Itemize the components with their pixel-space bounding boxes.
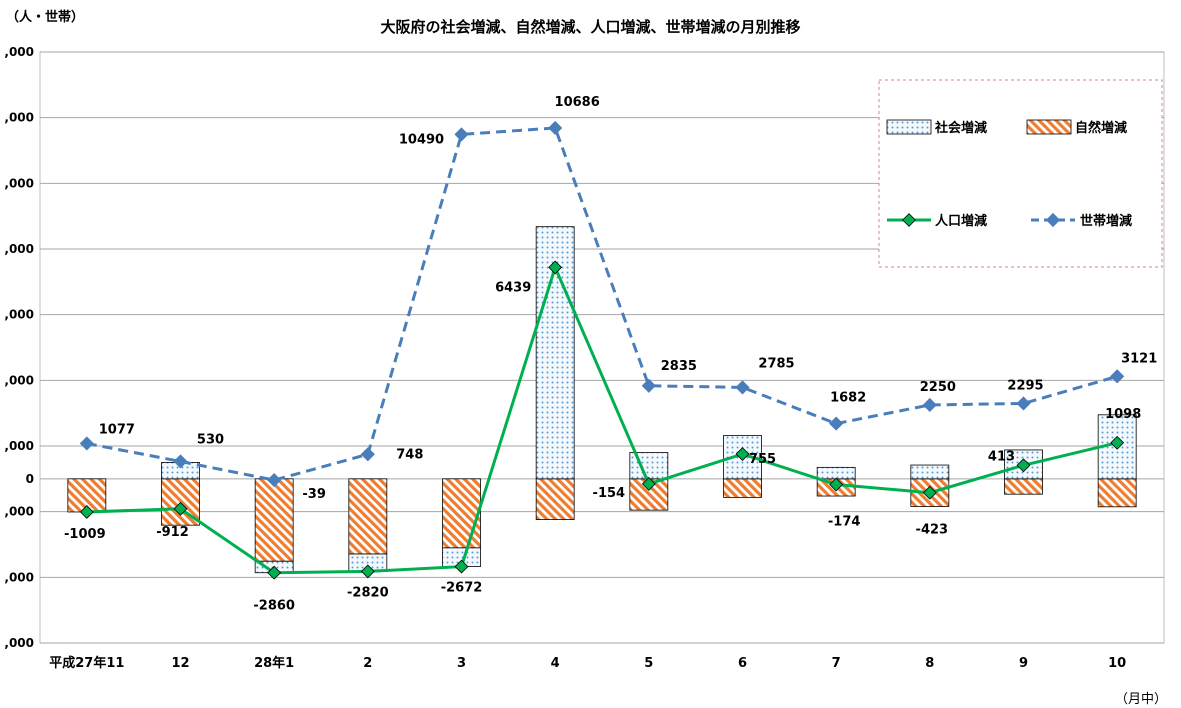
households-marker [1016,396,1031,411]
population-data-label: 413 [988,449,1015,464]
households-marker [548,120,563,136]
y-tick-label: ,000 [4,373,34,387]
x-tick-label: 10 [1108,656,1126,671]
bar-natural [535,478,575,520]
households-data-label: -39 [302,487,326,502]
bar-natural [1097,478,1137,508]
x-axis-unit-label: （月中） [1114,692,1167,707]
households-marker [79,436,94,451]
population-marker [641,476,656,491]
y-tick-label: ,000 [4,439,34,453]
legend-label-social: 社会増減 [934,120,987,136]
population-data-label: -154 [593,486,626,501]
households-data-label: 1077 [99,422,135,437]
households-marker [454,127,469,142]
legend-swatch-natural [1026,119,1072,135]
population-marker [454,559,469,574]
y-tick-label: ,000 [4,111,34,125]
x-tick-label: 6 [738,656,747,671]
households-data-label: 1682 [830,391,866,406]
population-marker [360,564,375,579]
population-data-label: 6439 [495,280,531,295]
population-data-label: -2672 [441,581,483,596]
population-data-label: -1009 [64,527,106,542]
households-marker [1110,369,1125,384]
households-data-label: 2785 [758,356,794,371]
population-marker [735,447,750,461]
population-data-label: 755 [749,452,776,467]
x-tick-label: 7 [832,656,841,671]
x-tick-label: 2 [363,656,372,671]
y-tick-label: ,000 [4,505,34,519]
bar-natural [442,478,481,549]
households-line [86,126,1118,482]
households-marker [641,378,656,393]
households-marker [829,416,844,431]
x-tick-label: 9 [1019,656,1028,671]
x-tick-label: 8 [925,656,934,671]
households-data-label: 10686 [555,95,600,110]
population-data-label: -174 [828,515,861,530]
y-tick-label: 0 [26,472,34,486]
bar-social [910,464,950,480]
bar-natural [1004,478,1043,495]
population-marker [267,565,282,580]
population-line [86,263,1118,575]
y-tick-label: ,000 [4,242,34,256]
households-marker [735,380,750,395]
legend-label-population: 人口増減 [935,213,987,229]
population-marker [1016,458,1031,473]
legend-marker-households [1045,212,1061,228]
x-tick-label: 4 [551,656,560,671]
y-tick-label: ,000 [4,176,34,190]
households-data-label: 2835 [661,359,697,374]
chart-title: 大阪府の社会増減、自然増減、人口増減、世帯増減の月別推移 [380,18,801,36]
population-data-label: -423 [916,523,949,538]
x-tick-label: 5 [644,656,653,671]
x-tick-label: 28年1 [254,655,294,671]
population-marker [173,501,188,516]
households-data-label: 2250 [920,380,956,395]
population-marker [829,477,844,492]
y-tick-label: ,000 [4,308,34,322]
bar-natural [723,478,762,498]
population-data-label: 1098 [1105,407,1141,422]
population-marker [1110,435,1125,450]
population-data-label: -2820 [347,585,389,600]
y-tick-label: ,000 [4,45,34,59]
x-tick-label: 平成27年11 [49,655,124,671]
population-marker [548,260,563,275]
households-marker [267,473,282,488]
y-tick-label: ,000 [4,570,34,584]
households-data-label: 3121 [1121,351,1157,366]
population-data-label: -912 [156,525,189,540]
legend-box [878,79,1163,268]
households-marker [360,447,375,462]
households-marker [173,454,188,469]
households-data-label: 10490 [399,132,444,147]
households-data-label: 2295 [1007,378,1043,393]
legend-marker-population [902,213,916,227]
households-data-label: 530 [197,432,224,447]
y-tick-label: ,000 [4,636,34,650]
bar-natural [254,478,294,562]
x-tick-label: 3 [457,656,466,671]
bar-natural [348,478,388,555]
legend-label-households: 世帯増減 [1080,213,1132,229]
x-tick-label: 12 [171,656,189,671]
legend-label-natural: 自然増減 [1075,120,1127,136]
population-data-label: -2860 [253,599,295,614]
y-axis-unit-label: （人・世帯） [6,10,85,25]
bar-social [816,466,856,480]
households-data-label: 748 [396,447,423,462]
legend-swatch-social [886,119,932,135]
population-marker [79,505,94,519]
population-marker [922,485,937,500]
households-marker [922,397,937,413]
